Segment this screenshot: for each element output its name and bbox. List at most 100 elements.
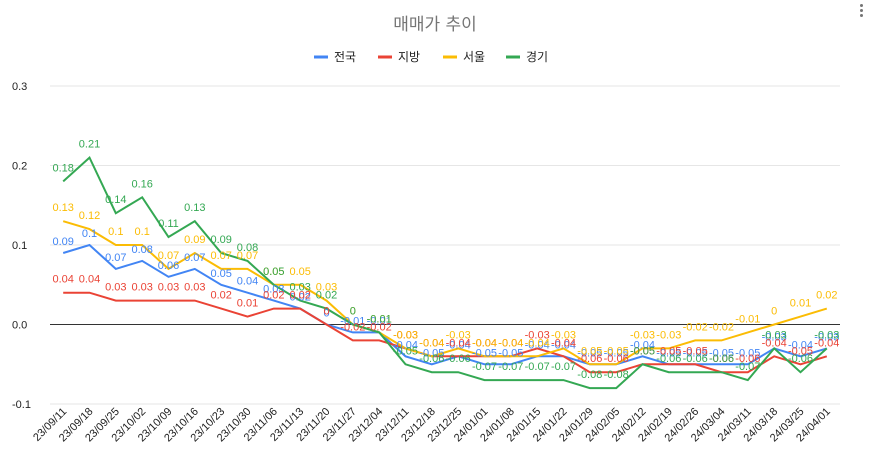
data-label: -0.06 bbox=[709, 353, 734, 365]
data-label: -0.04 bbox=[419, 337, 444, 349]
data-label: -0.05 bbox=[788, 345, 813, 357]
data-label: -0.04 bbox=[814, 337, 839, 349]
data-label: -0.03 bbox=[551, 329, 576, 341]
data-label: -0.05 bbox=[577, 345, 602, 357]
data-label: 0.02 bbox=[289, 290, 310, 302]
series-line-0 bbox=[62, 243, 828, 366]
data-label: -0.06 bbox=[446, 353, 471, 365]
data-label: -0.02 bbox=[683, 321, 708, 333]
data-label: -0.05 bbox=[498, 347, 523, 359]
more-vert-icon[interactable] bbox=[858, 2, 864, 22]
data-label: -0.02 bbox=[709, 321, 734, 333]
data-label: 0.03 bbox=[289, 282, 310, 294]
data-label: -0.04 bbox=[525, 339, 550, 351]
data-label: 0.03 bbox=[184, 282, 205, 294]
data-label: 0.05 bbox=[263, 266, 284, 278]
data-label: -0.04 bbox=[446, 337, 471, 349]
data-label: 0 bbox=[323, 308, 329, 320]
data-label: 0.07 bbox=[105, 252, 126, 264]
legend-label: 서울 bbox=[463, 50, 485, 64]
data-label: -0.03 bbox=[446, 329, 471, 341]
data-label: 0.12 bbox=[79, 210, 100, 222]
data-label: -0.05 bbox=[419, 347, 444, 359]
data-label: -0.07 bbox=[472, 361, 497, 373]
data-label: -0.03 bbox=[656, 329, 681, 341]
data-label: -0.06 bbox=[735, 353, 760, 365]
data-label: -0.06 bbox=[656, 353, 681, 365]
data-label: -0.01 bbox=[735, 313, 760, 325]
data-label: 0.11 bbox=[158, 218, 179, 230]
data-label: -0.07 bbox=[498, 361, 523, 373]
data-label: 0.03 bbox=[158, 282, 179, 294]
chart-title: 매매가 추이 bbox=[393, 15, 477, 35]
data-label: 0.13 bbox=[52, 202, 73, 214]
data-label: 0.14 bbox=[105, 194, 126, 206]
data-label: -0.06 bbox=[577, 353, 602, 365]
data-label: 0.02 bbox=[289, 292, 310, 304]
data-label: 0.07 bbox=[237, 250, 258, 262]
data-label: 0.05 bbox=[263, 266, 284, 278]
data-label: -0.04 bbox=[419, 337, 444, 349]
data-label: -0.01 bbox=[367, 313, 392, 325]
y-tick-label: -0.1 bbox=[12, 399, 31, 411]
data-label: 0.02 bbox=[263, 290, 284, 302]
data-label: -0.05 bbox=[630, 345, 655, 357]
data-label: 0.08 bbox=[131, 244, 152, 256]
data-label: 0.03 bbox=[316, 282, 337, 294]
data-label: 0.03 bbox=[131, 282, 152, 294]
data-label: -0.07 bbox=[551, 361, 576, 373]
series-line-3 bbox=[62, 155, 828, 390]
data-label: -0.05 bbox=[683, 347, 708, 359]
data-label: 0.06 bbox=[158, 260, 179, 272]
y-tick-label: 0.0 bbox=[12, 320, 27, 332]
data-label: -0.03 bbox=[393, 329, 418, 341]
data-label: 0.18 bbox=[52, 162, 73, 174]
data-label: -0.04 bbox=[525, 337, 550, 349]
grid bbox=[50, 85, 840, 405]
data-label: -0.05 bbox=[577, 347, 602, 359]
data-label: -0.02 bbox=[340, 321, 365, 333]
series-line-2 bbox=[62, 220, 828, 366]
y-tick-label: 0.1 bbox=[12, 240, 27, 252]
data-label: 0.1 bbox=[82, 228, 97, 240]
data-label: -0.04 bbox=[472, 337, 497, 349]
data-label: -0.01 bbox=[340, 315, 365, 327]
data-label: 0.02 bbox=[210, 290, 231, 302]
data-label: -0.06 bbox=[709, 353, 734, 365]
data-label: 0 bbox=[350, 306, 356, 318]
data-label: 0.02 bbox=[816, 290, 837, 302]
data-label: -0.06 bbox=[788, 353, 813, 365]
series-group bbox=[62, 155, 828, 390]
data-label: -0.05 bbox=[393, 345, 418, 357]
data-label: -0.03 bbox=[762, 329, 787, 341]
data-label: 0 bbox=[350, 306, 356, 318]
data-label: -0.04 bbox=[551, 337, 576, 349]
data-label: -0.05 bbox=[735, 347, 760, 359]
data-label: -0.04 bbox=[472, 337, 497, 349]
data-label: 0.05 bbox=[289, 266, 310, 278]
data-label: -0.06 bbox=[419, 353, 444, 365]
data-label: 0.08 bbox=[237, 242, 258, 254]
data-label: -0.04 bbox=[498, 337, 523, 349]
y-tick-label: 0.2 bbox=[12, 161, 27, 173]
data-label: -0.06 bbox=[683, 353, 708, 365]
data-label: -0.08 bbox=[604, 369, 629, 381]
legend-label: 경기 bbox=[526, 50, 548, 64]
data-label: 0.13 bbox=[184, 202, 205, 214]
legend-label: 전국 bbox=[334, 50, 356, 64]
data-label: 0.01 bbox=[790, 298, 811, 310]
data-label: 0 bbox=[771, 306, 777, 318]
data-label: 0.09 bbox=[184, 234, 205, 246]
data-label: -0.05 bbox=[656, 345, 681, 357]
data-label: -0.05 bbox=[604, 345, 629, 357]
data-label: -0.07 bbox=[735, 361, 760, 373]
data-label: -0.03 bbox=[525, 329, 550, 341]
data-label: -0.03 bbox=[814, 329, 839, 341]
series-line-1 bbox=[63, 291, 828, 374]
data-label: -0.07 bbox=[525, 361, 550, 373]
data-label: -0.04 bbox=[446, 339, 471, 351]
data-label: -0.05 bbox=[656, 347, 681, 359]
data-label: -0.08 bbox=[577, 369, 602, 381]
data-label: -0.04 bbox=[498, 337, 523, 349]
